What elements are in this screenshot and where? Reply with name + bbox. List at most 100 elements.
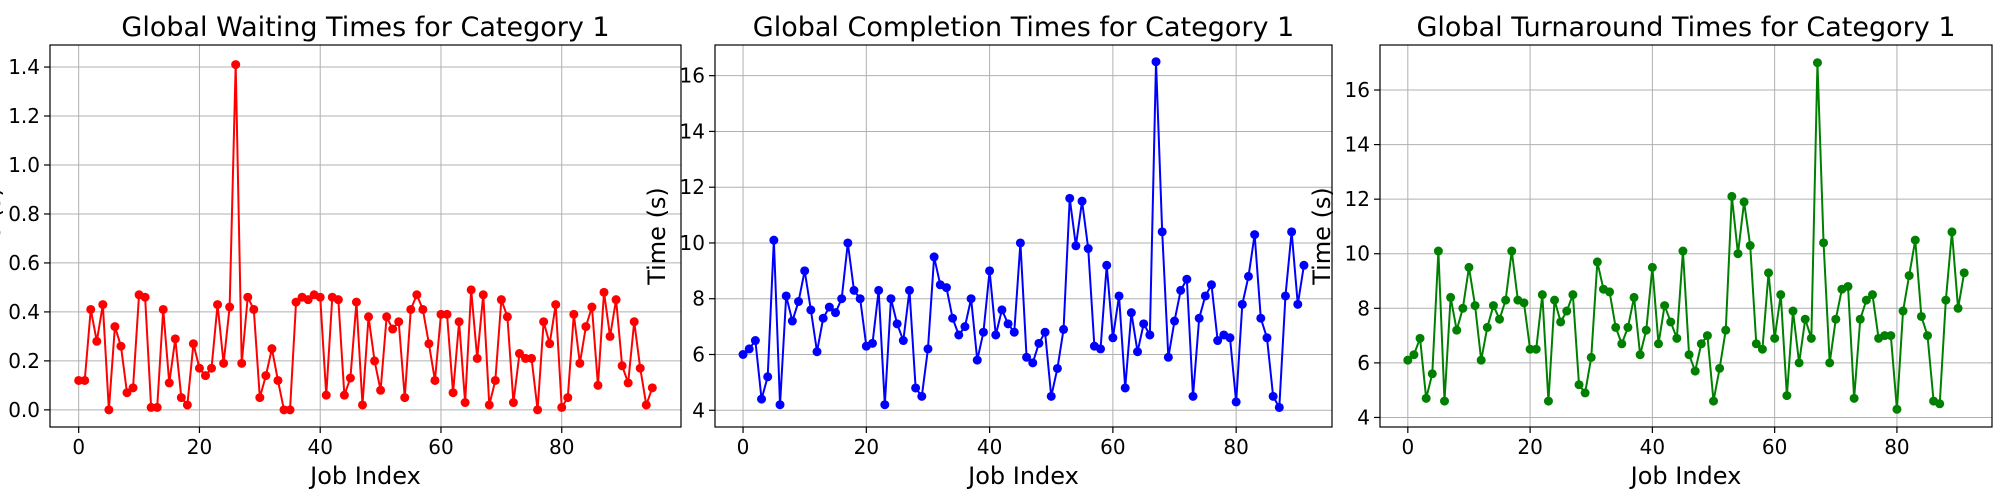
data-point (575, 358, 585, 368)
data-point (1170, 316, 1180, 326)
data-point (533, 405, 543, 415)
data-point (1935, 399, 1945, 409)
data-point (1635, 350, 1645, 360)
data-point (1727, 191, 1737, 201)
x-tick-label: 60 (1762, 435, 1787, 459)
data-point (867, 338, 877, 348)
data-point (466, 285, 476, 295)
data-point (122, 388, 132, 398)
data-point (1256, 313, 1266, 323)
data-point (1083, 244, 1093, 254)
data-point (406, 304, 416, 314)
data-point (849, 285, 859, 295)
y-tick-label: 0.2 (8, 349, 40, 373)
x-axis-label: Job Index (1629, 462, 1742, 490)
data-point (490, 375, 500, 385)
data-point (194, 363, 204, 373)
data-point (1482, 322, 1492, 332)
data-point (1556, 317, 1566, 327)
data-point (985, 266, 995, 276)
data-point (787, 316, 797, 326)
data-point (1163, 352, 1173, 362)
data-point (1028, 358, 1038, 368)
data-point (1433, 246, 1443, 256)
data-point (1910, 235, 1920, 245)
data-point (1501, 295, 1511, 305)
data-point (1077, 196, 1087, 206)
data-point (1690, 366, 1700, 376)
x-tick-label: 60 (1100, 435, 1125, 459)
data-point (400, 393, 410, 403)
chart-title: Global Waiting Times for Category 1 (121, 12, 609, 43)
data-point (1488, 301, 1498, 311)
data-point (763, 372, 773, 382)
data-point (806, 305, 816, 315)
data-point (629, 317, 639, 327)
data-point (545, 339, 555, 349)
data-point (898, 336, 908, 346)
data-point (388, 324, 398, 334)
data-point (484, 400, 494, 410)
data-point (496, 295, 506, 305)
data-point (1427, 369, 1437, 379)
data-point (1476, 355, 1486, 365)
data-point (1182, 274, 1192, 284)
data-point (213, 300, 223, 310)
data-point (1243, 271, 1253, 281)
data-point (1139, 319, 1149, 329)
data-point (1065, 193, 1075, 203)
y-tick-label: 12 (1345, 187, 1370, 211)
y-tick-label: 12 (680, 175, 705, 199)
data-point (1096, 344, 1106, 354)
y-axis-label: Time (s) (1308, 187, 1336, 286)
data-point (442, 309, 452, 319)
data-point (1102, 260, 1112, 270)
data-point (1133, 347, 1143, 357)
data-point (1898, 306, 1908, 316)
data-point (1751, 339, 1761, 349)
data-point (1126, 308, 1136, 318)
data-point (1611, 322, 1621, 332)
y-axis-label: Time (s) (643, 187, 671, 286)
data-point (1003, 319, 1013, 329)
data-point (1947, 227, 1957, 237)
x-tick-label: 80 (1884, 435, 1909, 459)
data-point (321, 390, 331, 400)
data-point (617, 361, 627, 371)
data-point (1046, 391, 1056, 401)
chart-completion: 0 20 40 60 80 4 6 8 10 12 14 16 Global Completion Ti… (643, 12, 1333, 490)
data-point (1709, 396, 1719, 406)
data-point (80, 375, 90, 385)
data-point (1059, 324, 1069, 334)
data-point (1200, 291, 1210, 301)
data-point (1176, 285, 1186, 295)
data-point (478, 290, 488, 300)
data-point (978, 327, 988, 337)
data-point (738, 350, 748, 360)
data-point (954, 330, 964, 340)
chart-title: Global Turnaround Times for Category 1 (1417, 12, 1956, 43)
data-point (1040, 327, 1050, 337)
data-point (418, 304, 428, 314)
series-line-waiting (78, 63, 654, 411)
data-point (345, 373, 355, 383)
data-point (1108, 333, 1118, 343)
y-tick-label: 8 (692, 287, 705, 311)
data-point (1537, 290, 1547, 300)
x-tick-label: 0 (72, 435, 85, 459)
data-point (1550, 295, 1560, 305)
data-point (1629, 292, 1639, 302)
data-point (923, 344, 933, 354)
data-point (1806, 333, 1816, 343)
data-point (1250, 230, 1260, 240)
data-point (1904, 271, 1914, 281)
data-point (454, 317, 464, 327)
data-point (364, 312, 374, 322)
data-point (140, 292, 150, 302)
x-tick-label: 40 (1640, 435, 1665, 459)
data-point (623, 378, 633, 388)
data-point (557, 402, 567, 412)
data-point (1531, 344, 1541, 354)
data-point (382, 312, 392, 322)
